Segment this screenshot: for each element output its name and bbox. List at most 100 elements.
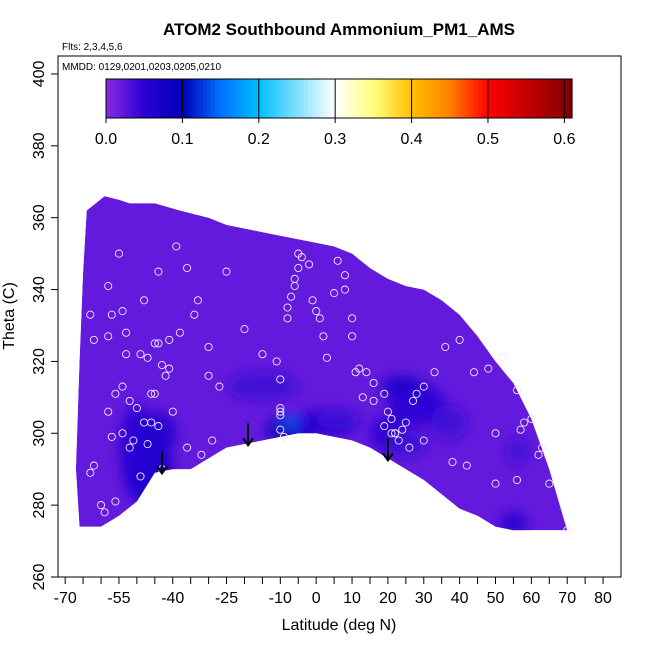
concentration-patch-12 [431, 404, 467, 441]
colorbar-segment [226, 79, 231, 118]
colorbar-segment [436, 79, 441, 118]
observation-marker [545, 479, 554, 488]
colorbar-segment [152, 79, 158, 118]
colorbar-tick-label: 0.5 [477, 131, 499, 148]
colorbar-segment [144, 79, 150, 118]
colorbar-segment [397, 79, 402, 118]
observation-marker [398, 425, 407, 434]
colorbar-segment [121, 79, 127, 118]
observation-marker [143, 353, 152, 362]
colorbar-segment [552, 79, 558, 118]
colorbar-segment [556, 79, 561, 118]
colorbar-tick-label: 0.2 [248, 131, 270, 148]
observation-marker [391, 429, 400, 438]
colorbar-segment [307, 79, 313, 118]
colorbar-segment [366, 79, 371, 118]
plot-frame [57, 55, 622, 578]
colorbar-segment [276, 79, 282, 118]
observation-marker [340, 271, 349, 280]
x-tick-label: 80 [594, 590, 612, 607]
observation-marker [147, 418, 156, 427]
colorbar-segment [331, 79, 336, 118]
concentration-patch-10 [387, 382, 446, 427]
observation-marker [380, 389, 389, 398]
colorbar-segment [568, 79, 573, 118]
observation-marker [534, 450, 543, 459]
concentration-patch-15 [506, 436, 528, 466]
observation-marker [104, 281, 113, 291]
colorbar-segment [113, 79, 119, 118]
colorbar-segment [129, 79, 134, 118]
x-tick-label: 20 [379, 590, 397, 607]
colorbar-segment [335, 79, 340, 118]
colorbar-segment [230, 79, 235, 118]
observation-marker [168, 407, 177, 416]
colorbar-segment [416, 79, 422, 118]
colorbar-segment [125, 79, 130, 118]
colorbar-segment [265, 79, 270, 118]
observation-marker [441, 342, 450, 352]
observation-marker [154, 422, 163, 431]
observation-marker [122, 350, 131, 359]
colorbar-segment [381, 79, 387, 118]
observation-marker [362, 368, 371, 377]
observation-marker [204, 371, 213, 380]
observation-marker [157, 360, 167, 370]
observation-marker [462, 461, 471, 470]
observation-marker [387, 429, 396, 438]
x-tick-label: 10 [343, 590, 361, 607]
observation-marker [322, 353, 331, 362]
colorbar-segment [560, 79, 565, 118]
colorbar-segment [471, 79, 476, 118]
observation-marker [118, 382, 127, 391]
colorbar-segment [513, 79, 519, 118]
observation-marker [279, 432, 288, 441]
colorbar-segment [346, 79, 352, 118]
observation-marker [358, 393, 367, 402]
observation-marker [383, 407, 392, 416]
colorbar-segment [164, 79, 169, 118]
observation-marker [319, 332, 328, 341]
observation-marker [125, 443, 134, 452]
colorbar-segment [203, 79, 208, 118]
colorbar-segment [362, 79, 367, 118]
colorbar-tick-label: 0.1 [171, 131, 193, 148]
observation-marker [538, 443, 547, 452]
colorbar-segment [199, 79, 204, 118]
observation-marker [89, 461, 98, 470]
x-tick-label: 30 [415, 590, 433, 607]
colorbar-segment [385, 79, 391, 118]
observation-marker [154, 339, 163, 348]
colorbar-segment [296, 79, 301, 118]
colorbar-tick-label: 0.0 [95, 131, 117, 148]
y-tick-label: 400 [31, 61, 48, 88]
colorbar-segment [540, 79, 546, 118]
x-tick-label: -40 [161, 590, 184, 607]
colorbar-segment [424, 79, 429, 118]
colorbar-segment [548, 79, 554, 118]
colorbar-segment [533, 79, 538, 118]
colorbar-segment [222, 79, 227, 118]
colorbar-segment [315, 79, 321, 118]
colorbar-segment [474, 79, 480, 118]
colorbar-segment [261, 79, 266, 118]
colorbar-segment [455, 79, 460, 118]
observation-marker [100, 508, 109, 517]
colorbar-segment [401, 79, 406, 118]
colorbar-segment [191, 79, 196, 118]
observation-marker [387, 414, 396, 423]
colorbar-segment [183, 79, 189, 118]
concentration-patch-8 [316, 408, 360, 430]
colorbar-segment [505, 79, 511, 118]
colorbar-segment [459, 79, 464, 118]
colorbar-segment [405, 79, 410, 118]
observation-marker [491, 429, 500, 438]
observation-marker [516, 425, 525, 434]
colorbar-segment [269, 79, 274, 118]
chart-title: ATOM2 Southbound Ammonium_PM1_AMS [163, 20, 515, 39]
colorbar-segment [156, 79, 161, 118]
x-axis: -70 -55 -40 -25 -10 0 10 20 30 40 50 60 70 80 [54, 577, 612, 607]
observation-marker [240, 325, 249, 334]
y-tick-label: 300 [31, 420, 48, 447]
